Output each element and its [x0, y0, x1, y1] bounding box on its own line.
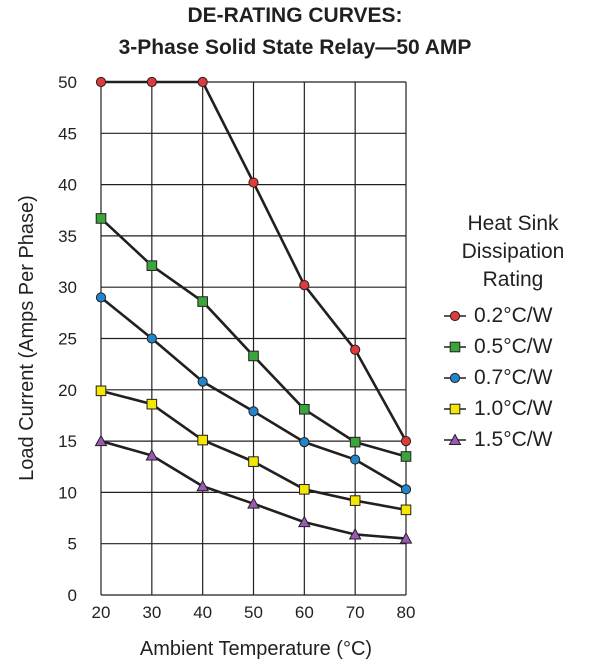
legend-swatch — [444, 310, 466, 321]
data-point-series-2 — [350, 454, 361, 465]
chart-title-line-1: DE-RATING CURVES: — [187, 4, 403, 27]
legend-title-line: Dissipation — [461, 240, 565, 263]
data-point-series-0 — [299, 280, 310, 291]
legend-label: 0.5°C/W — [474, 334, 553, 358]
data-point-series-4 — [196, 479, 210, 492]
data-point-series-4 — [94, 434, 108, 447]
data-point-series-0 — [400, 436, 412, 447]
x-tick-label: 20 — [92, 603, 111, 622]
data-point-series-3 — [299, 484, 310, 495]
data-point-series-2 — [146, 333, 157, 344]
legend-marker — [449, 372, 461, 383]
legend-label: 0.7°C/W — [474, 365, 553, 389]
data-point-series-1 — [248, 350, 259, 362]
data-point-series-4 — [399, 532, 413, 544]
y-tick-label: 40 — [58, 176, 77, 195]
legend-label: 1.0°C/W — [474, 396, 553, 420]
legend-marker — [449, 403, 461, 414]
y-tick-label: 15 — [58, 432, 77, 451]
x-tick-label: 40 — [193, 603, 212, 622]
legend-swatch — [444, 403, 466, 414]
legend-marker — [448, 432, 462, 445]
data-point-series-1 — [146, 260, 158, 271]
y-tick-label: 5 — [68, 535, 77, 554]
data-point-series-3 — [248, 456, 259, 467]
chart-title-line-2: 3-Phase Solid State Relay—50 AMP — [118, 36, 472, 59]
data-point-series-0 — [350, 344, 361, 355]
data-point-series-4 — [145, 448, 159, 461]
y-tick-label: 0 — [68, 586, 77, 605]
data-point-series-3 — [95, 385, 107, 397]
data-point-series-4 — [348, 527, 362, 540]
legend: Heat Sink Dissipation Rating 0.2°C/W 0.5°C/… — [438, 210, 588, 455]
data-point-series-0 — [95, 76, 107, 88]
legend-item: 0.7°C/W — [442, 362, 588, 393]
x-tick-label: 70 — [346, 603, 365, 622]
y-tick-label: 20 — [58, 381, 77, 400]
x-tick-label: 50 — [244, 603, 263, 622]
data-point-series-2 — [299, 437, 310, 448]
data-point-series-1 — [349, 436, 361, 448]
legend-item: 1.5°C/W — [442, 424, 588, 455]
data-point-series-4 — [297, 515, 311, 528]
data-point-series-1 — [95, 213, 107, 224]
data-point-series-1 — [299, 403, 310, 415]
y-tick-label: 35 — [58, 227, 77, 246]
data-point-series-1 — [400, 451, 412, 462]
y-tick-label: 30 — [58, 278, 77, 297]
legend-title-line: Rating — [482, 268, 544, 291]
legend-items: 0.2°C/W 0.5°C/W 0.7°C/W 1.0°C/W 1.5°C/W — [438, 300, 588, 455]
x-tick-label: 60 — [295, 603, 314, 622]
data-point-series-0 — [146, 76, 157, 88]
series-markers — [94, 76, 413, 544]
data-point-series-2 — [95, 292, 107, 303]
legend-label: 0.2°C/W — [474, 303, 553, 327]
legend-marker — [449, 310, 461, 321]
data-point-series-0 — [248, 177, 259, 188]
data-point-series-2 — [248, 406, 259, 417]
legend-swatch — [444, 341, 466, 352]
legend-item: 0.5°C/W — [442, 331, 588, 362]
data-point-series-2 — [400, 484, 412, 495]
y-tick-label: 50 — [58, 73, 77, 92]
legend-item: 0.2°C/W — [442, 300, 588, 331]
legend-title: Heat Sink Dissipation Rating — [438, 210, 588, 294]
data-point-series-0 — [197, 76, 208, 88]
legend-title-line: Heat Sink — [467, 212, 559, 235]
y-tick-label: 25 — [58, 330, 77, 349]
x-tick-label: 30 — [142, 603, 161, 622]
data-point-series-3 — [400, 504, 412, 516]
x-tick-label: 80 — [397, 603, 416, 622]
y-tick-label: 10 — [58, 483, 77, 502]
tick-labels: 20 30 40 50 60 70 80 0 5 10 15 20 25 30 35 40 45 50 — [58, 73, 415, 622]
data-point-series-4 — [247, 497, 260, 509]
legend-label: 1.5°C/W — [474, 427, 553, 451]
data-point-series-2 — [197, 376, 208, 387]
legend-item: 1.0°C/W — [442, 393, 588, 424]
data-point-series-3 — [349, 495, 361, 506]
legend-swatch — [444, 372, 466, 383]
x-axis-label: Ambient Temperature (°C) — [140, 638, 372, 660]
data-point-series-1 — [197, 296, 208, 307]
legend-marker — [449, 341, 461, 352]
y-axis-label: Load Current (Amps Per Phase) — [16, 195, 38, 481]
y-tick-label: 45 — [58, 124, 77, 143]
legend-swatch — [444, 432, 466, 445]
data-point-series-3 — [197, 434, 208, 446]
data-point-series-3 — [146, 398, 158, 410]
